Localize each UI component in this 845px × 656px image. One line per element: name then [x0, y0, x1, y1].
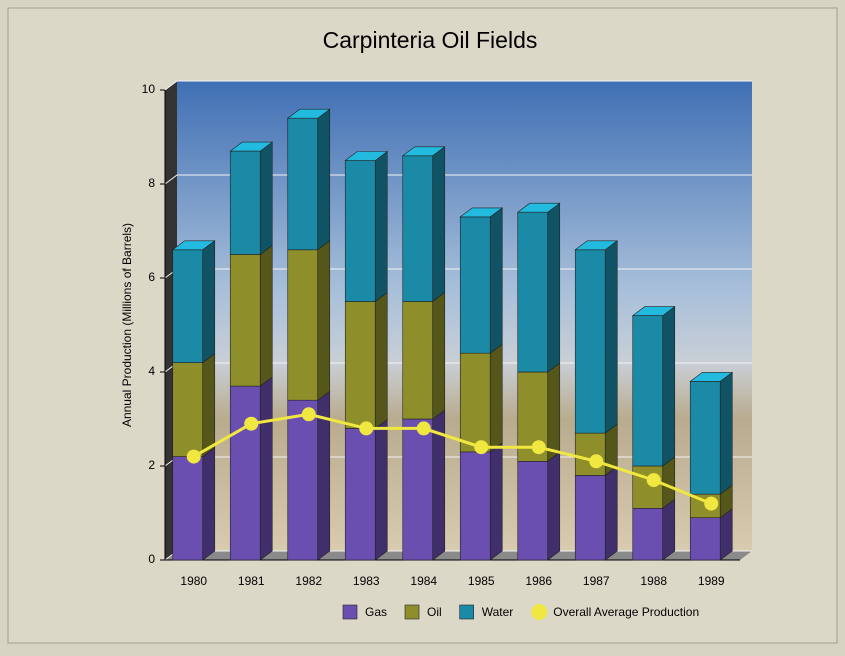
page: Carpinteria Oil Fields Annual Production… — [0, 0, 845, 651]
x-tick-label: 1983 — [353, 574, 380, 588]
bar-side — [375, 419, 387, 560]
bar-segment — [345, 428, 375, 560]
bar-side — [663, 499, 675, 560]
bar-side — [318, 109, 330, 250]
legend-label: Gas — [365, 605, 387, 619]
bar-segment — [230, 255, 260, 387]
bar-segment — [690, 381, 720, 494]
bar-segment — [345, 161, 375, 302]
y-tick-label: 0 — [148, 552, 155, 566]
bar-side — [203, 448, 215, 560]
x-tick-label: 1985 — [468, 574, 495, 588]
bar-segment — [230, 386, 260, 560]
bar-side — [203, 354, 215, 457]
line-point — [244, 417, 258, 431]
bar-segment — [403, 419, 433, 560]
bar-segment — [460, 353, 490, 452]
line-point — [417, 421, 431, 435]
bar-segment — [230, 151, 260, 254]
bar-segment — [633, 508, 663, 560]
legend-label: Overall Average Production — [553, 605, 699, 619]
bar-side — [490, 208, 502, 353]
bar-side — [203, 241, 215, 363]
bar-segment — [288, 118, 318, 250]
chart: Carpinteria Oil Fields Annual Production… — [0, 0, 845, 651]
line-point — [589, 454, 603, 468]
bar-segment — [690, 518, 720, 560]
bar-segment — [173, 250, 203, 363]
bar-segment — [518, 461, 548, 560]
bar-side — [260, 246, 272, 387]
bar-side — [548, 363, 560, 461]
bar-segment — [460, 217, 490, 353]
line-point — [474, 440, 488, 454]
bar-side — [605, 241, 617, 433]
x-tick-label: 1989 — [698, 574, 725, 588]
bar-segment — [460, 452, 490, 560]
bar-side — [260, 377, 272, 560]
bar-segment — [173, 363, 203, 457]
bar-segment — [173, 457, 203, 560]
line-point — [302, 407, 316, 421]
line-point — [187, 450, 201, 464]
y-tick-label: 2 — [148, 458, 155, 472]
x-tick-label: 1986 — [525, 574, 552, 588]
bar-segment — [288, 400, 318, 560]
bar-segment — [575, 475, 605, 560]
legend-swatch — [460, 605, 474, 619]
line-point — [359, 421, 373, 435]
bar-side — [433, 147, 445, 302]
bar-side — [548, 452, 560, 560]
x-tick-label: 1984 — [410, 574, 437, 588]
bar-side — [375, 152, 387, 302]
bar-side — [720, 372, 732, 494]
line-point — [704, 497, 718, 511]
bar-segment — [575, 250, 605, 433]
bar-side — [490, 344, 502, 452]
chart-title: Carpinteria Oil Fields — [323, 27, 538, 53]
bar-side — [375, 293, 387, 429]
bar-segment — [633, 316, 663, 466]
bar-segment — [403, 302, 433, 420]
legend-swatch — [405, 605, 419, 619]
bar-side — [663, 307, 675, 466]
bar-segment — [518, 212, 548, 372]
bar-side — [433, 293, 445, 420]
x-tick-label: 1982 — [295, 574, 322, 588]
y-axis-label: Annual Production (Millions of Barrels) — [120, 223, 134, 427]
y-tick-label: 10 — [142, 82, 156, 96]
bar-segment — [633, 466, 663, 508]
bar-side — [548, 203, 560, 372]
bar-segment — [288, 250, 318, 400]
x-tick-label: 1980 — [180, 574, 207, 588]
x-tick-label: 1981 — [238, 574, 265, 588]
bar-segment — [575, 433, 605, 475]
y-tick-label: 6 — [148, 270, 155, 284]
bar-segment — [345, 302, 375, 429]
bar-side — [318, 241, 330, 400]
y-tick-label: 4 — [148, 364, 155, 378]
x-tick-label: 1987 — [583, 574, 610, 588]
x-tick-label: 1988 — [640, 574, 667, 588]
bar-side — [605, 466, 617, 560]
legend-marker — [531, 604, 547, 620]
legend-swatch — [343, 605, 357, 619]
bar-side — [490, 443, 502, 560]
line-point — [647, 473, 661, 487]
line-point — [532, 440, 546, 454]
legend-label: Oil — [427, 605, 442, 619]
y-tick-label: 8 — [148, 176, 155, 190]
bar-side — [260, 142, 272, 254]
bar-segment — [403, 156, 433, 302]
legend-label: Water — [482, 605, 514, 619]
